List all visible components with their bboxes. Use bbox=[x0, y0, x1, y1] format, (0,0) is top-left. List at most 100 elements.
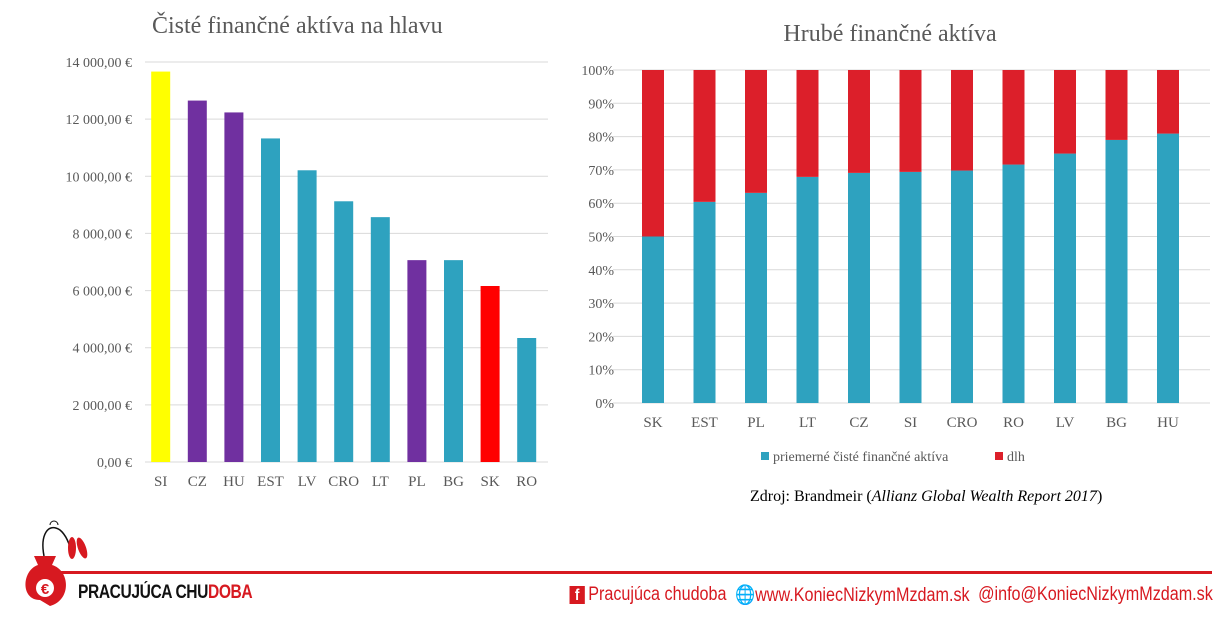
bar-RO bbox=[517, 338, 537, 462]
bar-LV-debt bbox=[1054, 70, 1076, 154]
x-tick-label: HU bbox=[1157, 415, 1179, 431]
bar-SK bbox=[480, 286, 500, 462]
y-tick-label: 6 000,00 € bbox=[73, 285, 133, 300]
legend-label-net: priemerné čisté finančné aktíva bbox=[773, 450, 949, 465]
bar-SI-debt bbox=[899, 70, 922, 172]
brand-b: DOBA bbox=[207, 582, 253, 603]
bar-LV bbox=[297, 170, 317, 463]
x-tick-label: RO bbox=[516, 474, 537, 490]
bar-HU bbox=[224, 112, 244, 462]
bar-CZ-debt bbox=[848, 70, 870, 173]
bar-LT bbox=[370, 217, 390, 462]
y-tick-label: 40% bbox=[588, 264, 614, 279]
x-tick-label: HU bbox=[223, 474, 245, 490]
y-tick-label: 20% bbox=[588, 330, 614, 345]
x-tick-label: LT bbox=[799, 415, 816, 431]
bar-LV-net bbox=[1054, 153, 1076, 403]
y-tick-label: 10% bbox=[588, 364, 614, 379]
x-tick-label: SI bbox=[904, 415, 917, 431]
bar-RO-debt bbox=[1002, 70, 1025, 165]
source-title: Allianz Global Wealth Report 2017 bbox=[871, 488, 1097, 505]
bar-HU-debt bbox=[1157, 70, 1179, 134]
bar-SI bbox=[151, 71, 171, 463]
email-label: info@KoniecNizkymMzdam.sk bbox=[994, 584, 1213, 605]
bar-EST-net bbox=[693, 201, 716, 403]
x-tick-label: LV bbox=[1056, 415, 1075, 431]
source-note: Zdroj: Brandmeir (Allianz Global Wealth … bbox=[750, 488, 1102, 506]
x-tick-label: PL bbox=[408, 474, 426, 490]
bar-BG bbox=[444, 260, 463, 462]
bar-CRO-net bbox=[951, 170, 973, 403]
x-tick-label: PL bbox=[747, 415, 765, 431]
x-tick-label: EST bbox=[257, 474, 284, 490]
x-tick-label: EST bbox=[691, 415, 718, 431]
x-tick-label: SI bbox=[154, 474, 167, 490]
x-tick-label: SK bbox=[481, 474, 500, 490]
chart2-title: Hrubé finančné aktíva bbox=[783, 21, 997, 47]
y-tick-label: 4 000,00 € bbox=[73, 342, 133, 357]
x-tick-label: RO bbox=[1003, 415, 1024, 431]
bar-EST-debt bbox=[693, 70, 716, 202]
bar-PL-net bbox=[745, 192, 767, 403]
y-tick-label: 90% bbox=[588, 97, 614, 112]
chart1-title: Čisté finančné aktíva na hlavu bbox=[152, 12, 443, 39]
email-link[interactable]: @info@KoniecNizkymMzdam.sk bbox=[978, 584, 1213, 606]
y-tick-label: 2 000,00 € bbox=[73, 399, 133, 414]
bar-PL bbox=[407, 260, 427, 462]
bar-CZ bbox=[187, 100, 207, 463]
bar-EST bbox=[261, 138, 280, 462]
y-tick-label: 10 000,00 € bbox=[66, 170, 133, 185]
y-tick-label: 50% bbox=[588, 231, 614, 246]
facebook-label: Pracujúca chudoba bbox=[588, 584, 727, 605]
legend-swatch-net bbox=[761, 452, 769, 460]
bar-RO-net bbox=[1002, 164, 1025, 403]
x-tick-label: CZ bbox=[849, 415, 868, 431]
facebook-icon: f bbox=[569, 586, 585, 604]
logo-icon: € bbox=[25, 520, 88, 606]
x-tick-label: SK bbox=[643, 415, 662, 431]
y-tick-label: 0,00 € bbox=[97, 456, 132, 471]
web-label: www.KoniecNizkymMzdam.sk bbox=[755, 585, 970, 606]
x-tick-label: CZ bbox=[188, 474, 207, 490]
x-tick-label: CRO bbox=[328, 474, 359, 490]
legend-label-debt: dlh bbox=[1007, 450, 1025, 465]
x-tick-label: LV bbox=[298, 474, 317, 490]
brand-name: PRACUJÚCA CHUDOBA bbox=[78, 582, 253, 604]
bar-SI-net bbox=[899, 171, 922, 403]
globe-icon: 🌐 bbox=[735, 585, 756, 606]
bar-BG-net bbox=[1105, 139, 1128, 403]
y-tick-label: 14 000,00 € bbox=[66, 56, 133, 71]
y-tick-label: 12 000,00 € bbox=[66, 113, 133, 128]
bar-LT-net bbox=[796, 176, 819, 403]
bar-CRO-debt bbox=[951, 70, 973, 171]
footer-contacts: f Pracujúca chudoba 🌐www.KoniecNizkymMzda… bbox=[569, 583, 1213, 607]
legend-swatch-debt bbox=[995, 452, 1003, 460]
bar-CRO bbox=[334, 201, 354, 463]
svg-text:€: € bbox=[41, 581, 50, 598]
bar-SK-net bbox=[642, 236, 664, 403]
source-suffix: ) bbox=[1096, 488, 1103, 505]
y-tick-label: 0% bbox=[595, 397, 614, 412]
x-tick-label: LT bbox=[372, 474, 389, 490]
x-tick-label: CRO bbox=[947, 415, 978, 431]
x-tick-label: BG bbox=[443, 474, 464, 490]
web-link[interactable]: 🌐www.KoniecNizkymMzdam.sk bbox=[735, 583, 970, 607]
y-tick-label: 80% bbox=[588, 131, 614, 146]
brand-a: PRACUJÚCA CHU bbox=[78, 582, 208, 603]
x-tick-label: BG bbox=[1106, 415, 1127, 431]
y-tick-label: 60% bbox=[588, 197, 614, 212]
bar-LT-debt bbox=[796, 70, 819, 177]
at-icon: @ bbox=[978, 584, 995, 605]
facebook-link[interactable]: f Pracujúca chudoba bbox=[569, 584, 727, 606]
footer-divider bbox=[48, 571, 1212, 574]
bar-HU-net bbox=[1157, 133, 1179, 403]
y-tick-label: 30% bbox=[588, 297, 614, 312]
bar-PL-debt bbox=[745, 70, 767, 193]
bar-CZ-net bbox=[848, 172, 870, 403]
source-prefix: Zdroj: Brandmeir ( bbox=[750, 488, 872, 505]
bar-BG-debt bbox=[1105, 70, 1128, 140]
y-tick-label: 100% bbox=[581, 64, 614, 79]
legend: priemerné čisté finančné aktíva dlh bbox=[761, 450, 1025, 465]
y-tick-label: 8 000,00 € bbox=[73, 227, 133, 242]
